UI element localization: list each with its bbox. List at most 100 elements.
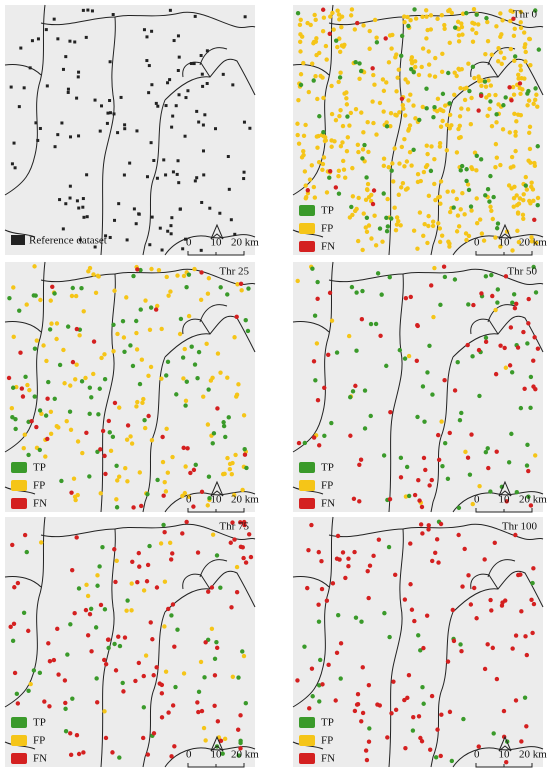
point [431, 314, 436, 320]
point [172, 644, 177, 649]
point [336, 174, 341, 179]
point [384, 363, 389, 369]
point [181, 273, 187, 279]
point [68, 622, 73, 627]
point [402, 356, 408, 361]
point [138, 307, 143, 312]
point [47, 704, 52, 709]
point [170, 602, 176, 607]
point [494, 676, 500, 682]
point [116, 634, 121, 639]
point [524, 463, 530, 468]
point [161, 493, 166, 498]
point [468, 122, 474, 127]
point [195, 376, 200, 381]
point [86, 8, 90, 12]
point [359, 317, 365, 322]
point [530, 187, 536, 192]
point [11, 621, 17, 626]
point [324, 190, 330, 195]
point [364, 175, 369, 180]
point [159, 376, 164, 381]
point [103, 661, 109, 667]
point [455, 360, 460, 365]
point [243, 15, 247, 19]
point [218, 370, 223, 375]
point [454, 150, 460, 155]
point [510, 646, 515, 651]
point [137, 381, 143, 387]
point [246, 286, 251, 291]
legend-swatch [299, 480, 315, 491]
point [491, 194, 496, 200]
point [439, 69, 445, 74]
point [301, 133, 307, 138]
point [61, 347, 66, 353]
point [470, 64, 476, 70]
point [424, 36, 429, 41]
point [490, 293, 495, 299]
point [148, 364, 154, 370]
point [63, 700, 68, 706]
point [100, 104, 104, 108]
point [235, 282, 240, 287]
point [428, 747, 433, 752]
point [387, 275, 392, 280]
point [396, 192, 402, 197]
point [409, 55, 415, 60]
point [494, 24, 499, 29]
point [406, 23, 411, 29]
point [238, 281, 244, 287]
point [398, 475, 404, 480]
scale-label: 0 [474, 494, 480, 506]
point [12, 585, 17, 590]
point [477, 483, 482, 489]
point [10, 415, 15, 420]
point [424, 613, 430, 618]
legend-swatch [11, 498, 27, 509]
point [373, 243, 379, 248]
point [26, 452, 31, 458]
legend-swatch [299, 753, 315, 764]
point [469, 165, 474, 170]
point [234, 314, 239, 320]
point [415, 171, 421, 177]
point [467, 88, 472, 94]
point [387, 497, 393, 502]
point [115, 331, 120, 337]
point [121, 689, 126, 694]
point [89, 649, 94, 654]
point [169, 224, 173, 228]
point [459, 410, 464, 416]
point [87, 474, 92, 479]
point [175, 172, 179, 176]
point [31, 668, 37, 673]
point [344, 96, 349, 101]
point [490, 216, 496, 222]
point [406, 493, 412, 499]
point [151, 731, 157, 736]
point [123, 465, 128, 471]
point [131, 273, 136, 279]
point [355, 142, 361, 147]
point [42, 699, 47, 704]
point [346, 556, 351, 561]
point [337, 75, 343, 80]
scale-label: 0 [186, 494, 192, 506]
point [169, 232, 173, 236]
point [528, 374, 534, 380]
point [438, 753, 443, 759]
point [383, 36, 388, 41]
point [149, 437, 155, 443]
point [365, 181, 371, 187]
point [388, 110, 394, 116]
point [529, 597, 534, 603]
point [408, 92, 413, 97]
point [412, 7, 417, 12]
boundary-line [4, 229, 36, 238]
point [316, 159, 322, 165]
point [189, 344, 194, 349]
point [87, 265, 93, 271]
legend-swatch [299, 717, 315, 728]
point [195, 109, 199, 113]
